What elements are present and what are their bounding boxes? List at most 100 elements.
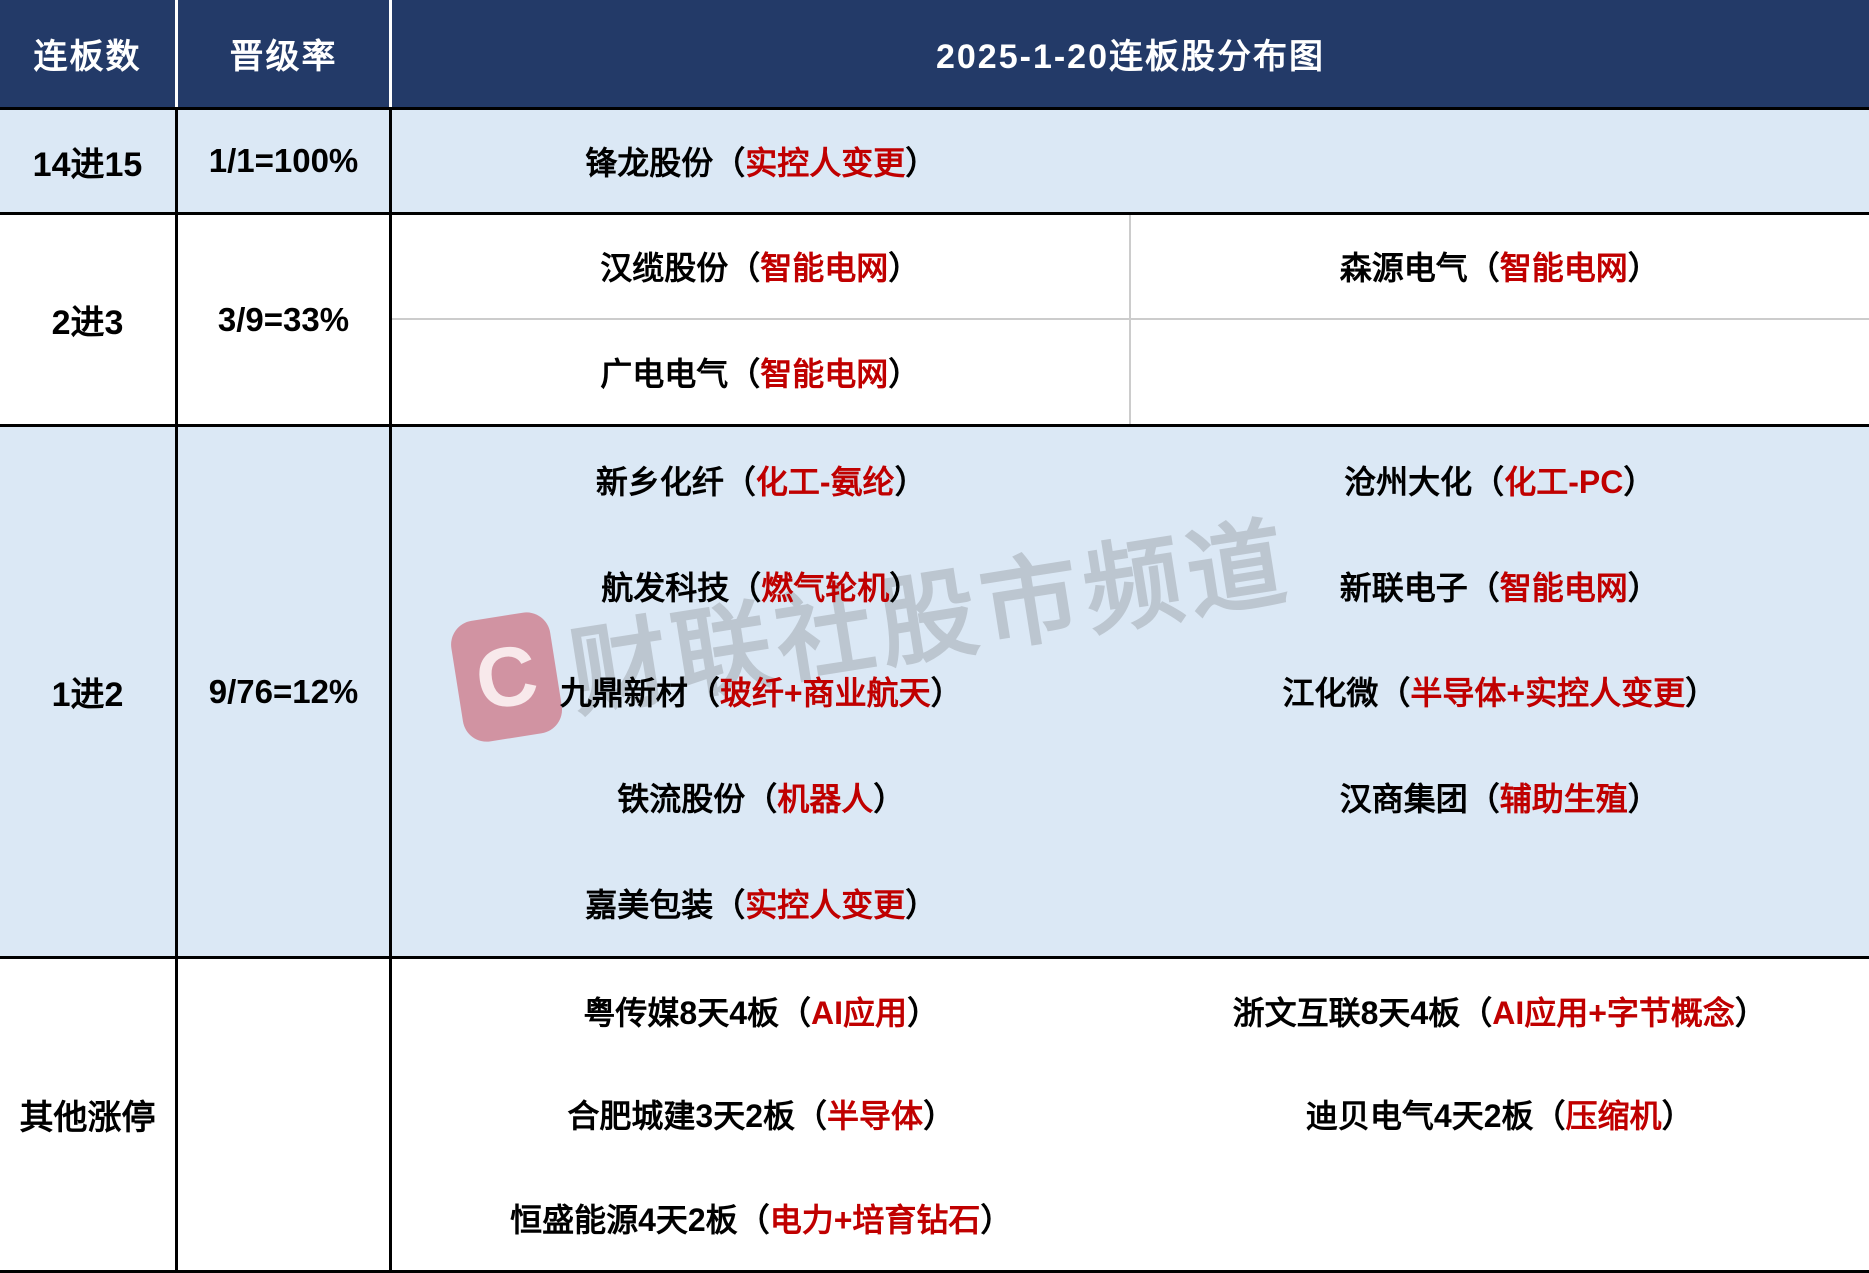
stock-name: 粤传媒8天4板 [583,994,780,1031]
stock-tag: 化工-氨纶 [755,463,895,500]
section-2-to-3: 2进3 3/9=33% 汉缆股份（智能电网） 森源电气（智能电网） 广电电气（智… [0,212,1869,424]
bracket-open: （ [795,1098,828,1135]
promotion-rate: 1/1=100% [178,110,392,212]
bracket-close: ） [980,1202,1013,1239]
section-1-to-2: 1进2 9/76=12% 新乡化纤（化工-氨纶） 沧州大化（化工-PC） 航发科… [0,424,1869,956]
header-title: 2025-1-20连板股分布图 [935,38,1325,76]
bracket-open: （ [687,675,720,712]
stock-entry: 合肥城建3天2板（半导体） [567,1091,955,1137]
bracket-close: ） [1685,675,1718,712]
promotion-rate: 3/9=33% [178,215,392,424]
stock-entry: 新联电子（智能电网） [1340,563,1660,609]
header-promotion-rate: 晋级率 [178,0,392,107]
stock-tag: 半导体 [827,1098,924,1135]
stock-entry: 嘉美包装（实控人变更） [585,880,937,926]
stock-entry: 铁流股份（机器人） [617,774,905,820]
bracket-close: ） [889,569,922,606]
stock-tag: 半导体+实控人变更 [1410,675,1686,712]
bracket-open: （ [713,145,746,181]
bracket-close: ） [905,887,938,924]
stock-tag: 实控人变更 [745,145,906,181]
stock-entry: 浙文互联8天4板（AI应用+字节概念） [1233,988,1767,1034]
stock-entry: 锋龙股份（实控人变更） [585,138,937,184]
stock-name: 新乡化纤 [595,463,724,500]
stock-name: 森源电气 [1339,250,1468,287]
table-header-row: 连板数 晋级率 2025-1-20连板股分布图 [0,0,1869,107]
stock-name: 广电电气 [600,355,729,392]
stock-name: 铁流股份 [617,781,746,818]
stock-entry: 九鼎新材（玻纤+商业航天） [560,668,963,714]
section-label: 14进15 [0,110,178,212]
stock-tag: 化工-PC [1504,463,1624,500]
stock-entry: 江化微（半导体+实控人变更） [1282,668,1717,714]
bracket-open: （ [1467,250,1500,287]
bracket-open: （ [728,355,761,392]
bracket-close: ） [888,250,921,287]
bracket-close: ） [930,675,963,712]
bracket-close: ） [1734,994,1767,1031]
stock-tag: 智能电网 [1499,569,1628,606]
stock-name: 汉缆股份 [600,250,729,287]
stock-tag: 压缩机 [1565,1098,1662,1135]
stock-name: 汉商集团 [1339,781,1468,818]
stock-tag: 玻纤+商业航天 [719,675,931,712]
stock-tag: 实控人变更 [745,887,906,924]
section-label: 2进3 [0,215,178,424]
bracket-close: ） [907,994,940,1031]
stock-name: 迪贝电气4天2板 [1305,1098,1534,1135]
bracket-open: （ [1467,569,1500,606]
stock-entry: 新乡化纤（化工-氨纶） [596,457,927,503]
stock-tag: AI应用+字节概念 [1492,994,1735,1031]
section-label: 其他涨停 [0,959,178,1270]
stock-name: 合肥城建3天2板 [567,1098,796,1135]
bracket-close: ） [873,781,906,818]
stock-name: 江化微 [1282,675,1379,712]
stock-name: 恒盛能源4天2板 [510,1202,738,1239]
bracket-close: ） [905,145,938,181]
stock-tag: 机器人 [777,781,874,818]
section-other-limit-up: 其他涨停 粤传媒8天4板（AI应用） 浙文互联8天4板（AI应用+字节概念） 合… [0,956,1869,1273]
stock-tag: AI应用 [811,994,908,1031]
bracket-open: （ [737,1202,770,1239]
stock-tag: 电力+培育钻石 [769,1202,981,1239]
stock-tag: 智能电网 [1499,250,1628,287]
stock-name: 航发科技 [601,569,730,606]
bracket-open: （ [723,463,756,500]
bracket-open: （ [1472,463,1505,500]
stock-tag: 智能电网 [760,355,889,392]
bracket-open: （ [1460,994,1493,1031]
bracket-close: ） [1627,569,1660,606]
stock-name: 九鼎新材 [559,675,688,712]
bracket-close: ） [1623,463,1656,500]
section-14-to-15: 14进15 1/1=100% 锋龙股份（实控人变更） [0,107,1869,212]
stock-name: 新联电子 [1339,569,1468,606]
section-label: 1进2 [0,427,178,956]
bracket-close: ） [1627,250,1660,287]
bracket-open: （ [728,250,761,287]
stock-tag: 燃气轮机 [761,569,890,606]
bracket-open: （ [1533,1098,1566,1135]
stock-entry: 汉商集团（辅助生殖） [1340,774,1660,820]
stock-entry: 森源电气（智能电网） [1340,243,1660,289]
stock-entry: 迪贝电气4天2板（压缩机） [1306,1091,1694,1137]
header-streak-count: 连板数 [0,0,178,107]
bracket-close: ） [894,463,927,500]
stock-entry: 沧州大化（化工-PC） [1344,457,1655,503]
bracket-open: （ [713,887,746,924]
stock-entry: 航发科技（燃气轮机） [601,563,921,609]
stock-name: 锋龙股份 [585,145,714,181]
bracket-open: （ [729,569,762,606]
stock-entry: 广电电气（智能电网） [600,349,920,395]
bracket-open: （ [1378,675,1411,712]
stock-tag: 辅助生殖 [1499,781,1628,818]
bracket-close: ） [1627,781,1660,818]
stock-entry: 汉缆股份（智能电网） [600,243,920,289]
bracket-open: （ [779,994,812,1031]
bracket-close: ） [923,1098,956,1135]
stock-entry: 恒盛能源4天2板（电力+培育钻石） [510,1195,1012,1241]
bracket-open: （ [745,781,778,818]
stock-name: 沧州大化 [1344,463,1473,500]
bracket-open: （ [1467,781,1500,818]
stock-name: 浙文互联8天4板 [1232,994,1461,1031]
